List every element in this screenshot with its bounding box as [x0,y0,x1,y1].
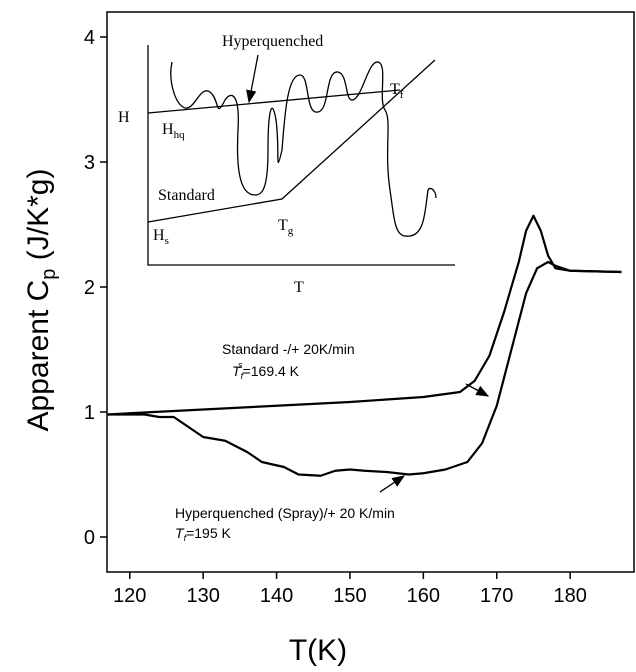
inset-label: Hs [153,227,169,247]
annotation: Standard -/+ 20K/min [222,341,355,357]
text: H [162,121,174,138]
series-line [107,260,622,477]
y-tick-label: 2 [84,277,95,299]
sub: f [241,371,245,381]
text: T [390,81,400,98]
text: =195 K [186,525,231,541]
x-tick-label: 140 [260,585,293,607]
x-axis-label: T(K) [289,634,347,667]
inset-label: H [118,109,130,126]
series-line [107,214,622,416]
text: T [232,363,242,379]
inset-label: Standard [158,187,215,204]
inset-hq-line [147,89,401,114]
x-tick-label: 130 [186,585,219,607]
x-tick-label: 180 [553,585,586,607]
inset: Hyperquenched H T Standard Hhq Hs Tg Tf [118,33,455,296]
sub: p [38,269,60,280]
y-tick-label: 4 [84,27,95,49]
inset-label: T [294,279,304,296]
text: =169.4 K [243,363,300,379]
inset-label: Hyperquenched [222,33,323,50]
y-axis-label: Apparent Cp (J/K*g) [22,169,60,432]
inset-arrow [246,54,259,104]
text: T [175,525,185,541]
plot-frame [106,11,635,573]
y-tick-label: 0 [84,527,95,549]
inset-label: Tg [278,217,294,237]
x-tick-label: 150 [333,585,366,607]
x-tick-label: 120 [113,585,146,607]
text: H [153,227,165,244]
text: T [278,217,288,234]
inset-curve [170,61,437,237]
y-tick-label: 1 [84,402,95,424]
sub: g [288,225,294,237]
annotation: Tf=195 K [175,525,232,543]
inset-label: Tf [390,81,404,101]
sup: s [238,360,243,370]
inset-label: Hhq [162,121,185,141]
sub: f [400,89,404,101]
x-tick-label: 170 [480,585,513,607]
text: (J/K*g) [22,169,55,269]
x-tick-label: 160 [407,585,440,607]
sub: s [165,235,169,247]
annotation: Hyperquenched (Spray)/+ 20 K/min [175,505,395,521]
text: Apparent C [22,280,55,432]
annotation: Tfs=169.4 K [232,360,300,381]
inset-axes [147,45,455,266]
arrow [379,475,406,493]
sub: f [184,533,188,543]
sub: hq [174,129,186,141]
y-tick-label: 3 [84,152,95,174]
